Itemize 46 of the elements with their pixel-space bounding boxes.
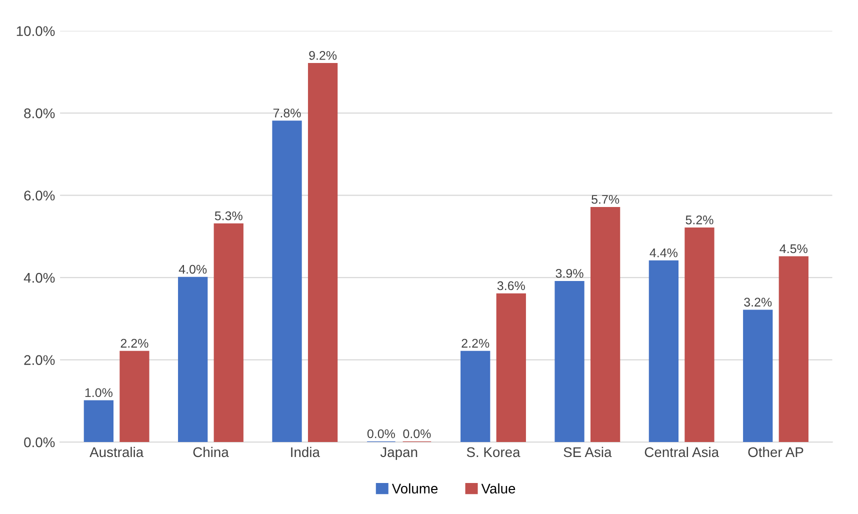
bar [496, 293, 526, 442]
x-tick-label: SE Asia [564, 446, 612, 458]
bar [684, 228, 714, 442]
data-label: 5.7% [592, 195, 620, 204]
bar [214, 223, 244, 442]
data-label: 4.5% [780, 244, 808, 254]
legend-label: Value [481, 483, 516, 494]
data-label: 3.6% [497, 281, 525, 290]
data-label: 5.2% [686, 216, 714, 224]
data-label: 7.8% [273, 108, 301, 118]
bar [178, 276, 208, 442]
bar [554, 280, 584, 442]
data-label: 5.3% [214, 211, 242, 220]
bar [272, 120, 302, 442]
bar [590, 206, 620, 442]
bar [460, 350, 490, 442]
data-label: 1.0% [85, 388, 112, 398]
data-label: 9.2% [309, 51, 337, 60]
y-tick-label: 0.0% [24, 437, 55, 448]
y-tick-label: 10.0% [16, 26, 55, 36]
y-tick-label: 4.0% [24, 272, 55, 283]
x-tick-label: Central Asia [644, 446, 720, 458]
x-tick-label: S. Korea [466, 447, 520, 458]
bar [648, 260, 679, 442]
bar [120, 350, 150, 442]
data-label: 2.2% [462, 338, 490, 348]
x-tick-label: Other AP [748, 446, 804, 458]
x-tick-label: China [193, 446, 229, 458]
bar [743, 310, 773, 442]
legend-label: Volume [392, 483, 438, 494]
y-tick-label: 2.0% [24, 355, 55, 365]
y-tick-label: 8.0% [24, 108, 55, 118]
data-label: 3.2% [744, 298, 772, 307]
bar [308, 63, 338, 442]
data-label: 4.0% [178, 264, 207, 274]
x-tick-label: Japan [380, 447, 418, 460]
x-tick-label: India [291, 446, 320, 458]
data-label: 3.9% [556, 268, 584, 278]
bar [778, 256, 808, 442]
data-label: 4.4% [650, 248, 678, 258]
data-label: 0.0% [367, 429, 395, 438]
y-tick-label: 6.0% [24, 190, 55, 200]
x-tick-label: Australia [90, 446, 144, 458]
bar [84, 400, 114, 442]
data-label: 2.2% [120, 338, 148, 348]
data-label: 0.0% [403, 429, 431, 438]
